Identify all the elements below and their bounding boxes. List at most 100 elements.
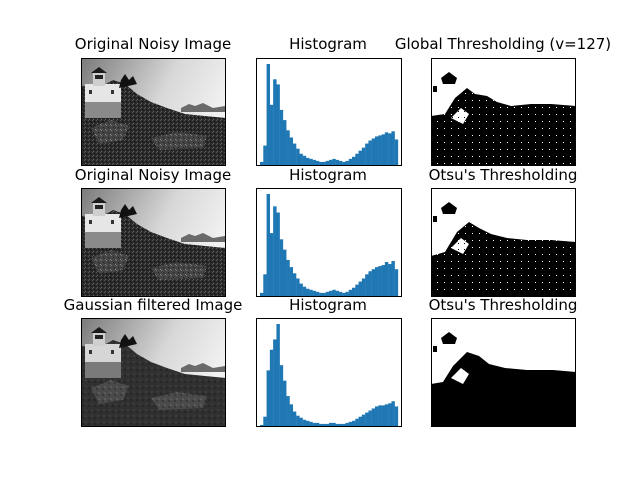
histogram-3-bar-24 [338,423,343,427]
histogram-2-bar-27 [348,289,353,297]
histogram-1-bar-14 [306,157,310,166]
lighthouse-window-mark [433,216,437,222]
panel-9-frame [431,318,576,427]
title-otsu-thresholding-1: Otsu's Thresholding [428,166,578,184]
title-otsu-thresholding-2: Otsu's Thresholding [428,296,578,314]
histogram-3-bar-40 [391,401,395,427]
histogram-1-bar-9 [289,137,294,166]
histogram-1-bar-39 [388,133,392,166]
lighthouse-silhouette [441,72,457,84]
panel-7-frame [81,318,226,427]
histogram-3-bar-5 [276,324,280,427]
histogram-3-bar-13 [302,419,307,427]
histogram-3-bar-27 [348,421,353,427]
white-pocket [451,238,469,254]
histogram-2-bar-21 [329,290,333,297]
panel-2-histogram [256,58,402,166]
histogram-3-bar-26 [345,422,349,427]
lighthouse-silhouette [441,202,457,214]
histogram-2-bar-8 [286,259,290,297]
histogram-3-bar-1 [263,416,267,427]
trees [119,334,137,348]
rock-highlight [151,132,207,150]
histogram-1-bar-40 [391,131,395,166]
window [89,220,92,224]
histogram-3-bar-11 [296,415,300,427]
panel-7-grayscale-photo [81,318,226,427]
histogram-1-bar-2 [266,64,271,166]
histogram-1-bar-41 [394,139,399,166]
histogram-3-bar-0 [260,424,264,427]
histogram-2-bar-15 [309,289,313,297]
histogram-3-bar-21 [329,422,333,427]
panel-8-histogram [256,318,402,427]
histogram-3-bar-2 [266,370,271,427]
lighthouse-roof [91,327,107,333]
histogram-1-bar-35 [375,136,379,166]
histogram-3-bar-4 [273,339,277,427]
histogram-3-bar-19 [322,423,326,427]
histogram-3-bar-20 [325,423,330,427]
histogram-3-bar-31 [361,414,366,427]
histogram-3-bar-29 [355,418,359,427]
window [111,350,114,354]
lighthouse-base [85,102,121,118]
histogram-2-bar-2 [266,194,271,297]
histogram-2-bar-13 [302,286,307,297]
rock-highlight [151,392,207,410]
histogram-2-bar-30 [358,281,363,297]
panel-2-frame [256,58,402,166]
histogram-1-bar-22 [332,158,336,166]
histogram-2-bar-39 [388,264,392,297]
trees [119,74,137,88]
histogram-3-bar-39 [388,403,392,427]
histogram-2-bar-22 [332,289,336,297]
window [111,220,114,224]
histogram-2-bar-32 [365,274,369,297]
histogram-3-bar-34 [371,408,376,427]
distant-island [181,233,225,242]
lighthouse-silhouette [441,332,457,344]
histogram-1-bar-24 [338,160,343,166]
histogram-2-bar-20 [325,291,330,297]
histogram-2-bar-5 [276,212,280,297]
histogram-2-bar-4 [273,206,277,297]
title-original-noisy-image-1: Original Noisy Image [74,35,232,53]
histogram-1-bar-27 [348,158,353,166]
title-histogram-2: Histogram [289,166,367,184]
lighthouse-roof [91,67,107,73]
title-gaussian-filtered-image: Gaussian filtered Image [63,296,243,314]
histogram-1-bar-26 [345,160,349,166]
histogram-2-bar-24 [338,291,343,297]
histogram-3-bar-14 [306,420,310,427]
lighthouse-lamp [95,75,103,79]
histogram-3-bar-15 [309,421,313,427]
histogram-3-bar-41 [394,406,399,427]
histogram-3-bar-10 [292,411,297,427]
binary-black-region [431,352,576,427]
histogram-1-bar-3 [269,104,274,166]
histogram-3-bar-8 [286,396,290,427]
histogram-1-bar-23 [335,159,340,166]
window [89,350,92,354]
histogram-2-bar-7 [283,249,287,297]
panel-5-histogram [256,188,402,297]
lighthouse-window-mark [433,346,437,352]
histogram-3-bar-16 [312,422,317,427]
histogram-3-bar-12 [299,417,303,427]
histogram-2-bar-10 [292,273,297,297]
title-histogram-3: Histogram [289,296,367,314]
histogram-1-bar-13 [302,155,307,166]
histogram-2-bar-12 [299,283,303,297]
histogram-2-bar-6 [279,239,284,297]
histogram-3-bar-7 [283,380,287,427]
histogram-2-bar-14 [306,288,310,297]
histogram-1-bar-36 [378,135,382,166]
histogram-2-bar-1 [263,274,267,297]
histogram-1-bar-25 [342,161,346,166]
histogram-1-bar-4 [273,79,277,166]
panel-1-grayscale-photo [81,58,226,166]
panel-4-frame [81,188,226,297]
binary-black-region [431,222,576,297]
